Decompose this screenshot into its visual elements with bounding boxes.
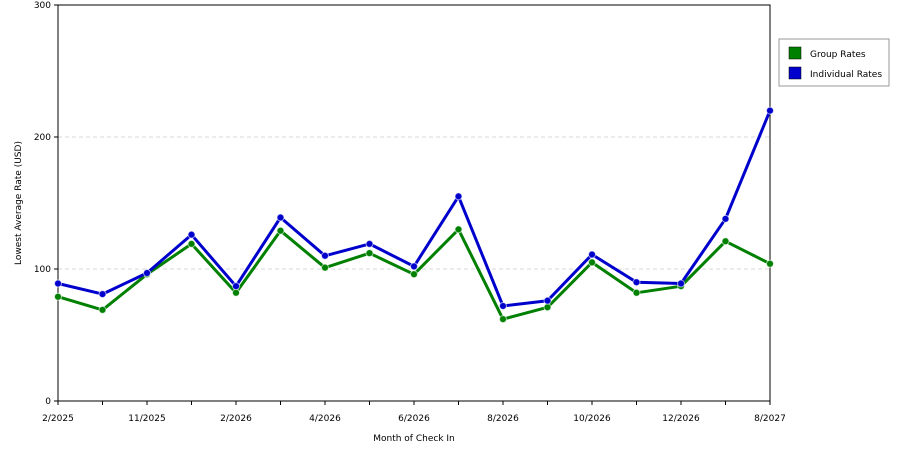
legend-swatch-group-rates (788, 46, 802, 60)
x-tick-label: 10/2026 (573, 414, 611, 424)
data-point-individual-rates (321, 251, 329, 260)
legend-swatch-individual-rates (788, 66, 802, 80)
y-tick-label: 200 (34, 133, 51, 143)
data-point-group-rates (54, 292, 62, 301)
data-point-group-rates (276, 226, 285, 235)
data-point-group-rates (499, 315, 507, 324)
data-point-individual-rates (766, 106, 774, 115)
y-axis-title: Lowest Average Rate (USD) (14, 141, 24, 265)
plot-area-frame (57, 4, 771, 402)
data-point-group-rates (588, 258, 596, 267)
x-tick-label: 6/2026 (398, 414, 430, 424)
x-tick-label: 4/2026 (309, 414, 341, 424)
data-point-individual-rates (143, 268, 151, 277)
series-layer (54, 106, 774, 324)
data-point-individual-rates (677, 279, 685, 288)
x-tick-label: 12/2026 (662, 414, 700, 424)
y-axis: 0 100 200 300 (34, 1, 58, 407)
data-point-individual-rates (454, 192, 463, 201)
data-point-group-rates (632, 288, 641, 297)
data-point-group-rates (232, 288, 240, 297)
data-point-individual-rates (632, 278, 641, 287)
data-point-group-rates (543, 303, 552, 312)
data-point-group-rates (721, 237, 730, 246)
legend-label-individual-rates: Individual Rates (810, 70, 882, 80)
data-point-individual-rates (54, 279, 62, 288)
data-point-individual-rates (588, 250, 596, 259)
data-point-group-rates (187, 239, 196, 248)
data-point-individual-rates (499, 301, 507, 310)
data-point-individual-rates (365, 239, 374, 248)
data-point-group-rates (98, 305, 107, 314)
data-point-group-rates (365, 249, 374, 258)
data-point-individual-rates (98, 290, 107, 299)
data-point-individual-rates (232, 282, 240, 291)
x-axis: 2/2025 11/2025 2/2026 4/2026 6/2026 8/2026 10/… (42, 401, 786, 424)
y-tick-label: 300 (34, 1, 51, 11)
legend: Group Rates Individual Rates (778, 38, 890, 87)
data-point-group-rates (321, 263, 329, 272)
data-point-individual-rates (543, 296, 552, 305)
x-tick-label: 8/2026 (487, 414, 519, 424)
data-point-group-rates (454, 225, 463, 234)
x-axis-title: Month of Check In (373, 434, 455, 444)
x-tick-label: 11/2025 (128, 414, 165, 424)
data-point-individual-rates (276, 213, 285, 222)
data-point-individual-rates (410, 262, 418, 271)
y-tick-label: 100 (34, 265, 51, 275)
x-tick-label: 2/2025 (42, 414, 74, 424)
data-point-individual-rates (187, 230, 196, 239)
x-tick-label: 8/2027 (754, 414, 786, 424)
grid-lines (58, 136, 770, 270)
data-point-individual-rates (721, 214, 730, 223)
data-point-group-rates (766, 259, 774, 268)
y-tick-label: 0 (45, 397, 51, 407)
legend-label-group-rates: Group Rates (810, 50, 866, 60)
data-point-group-rates (410, 270, 418, 279)
x-tick-label: 2/2026 (220, 414, 252, 424)
